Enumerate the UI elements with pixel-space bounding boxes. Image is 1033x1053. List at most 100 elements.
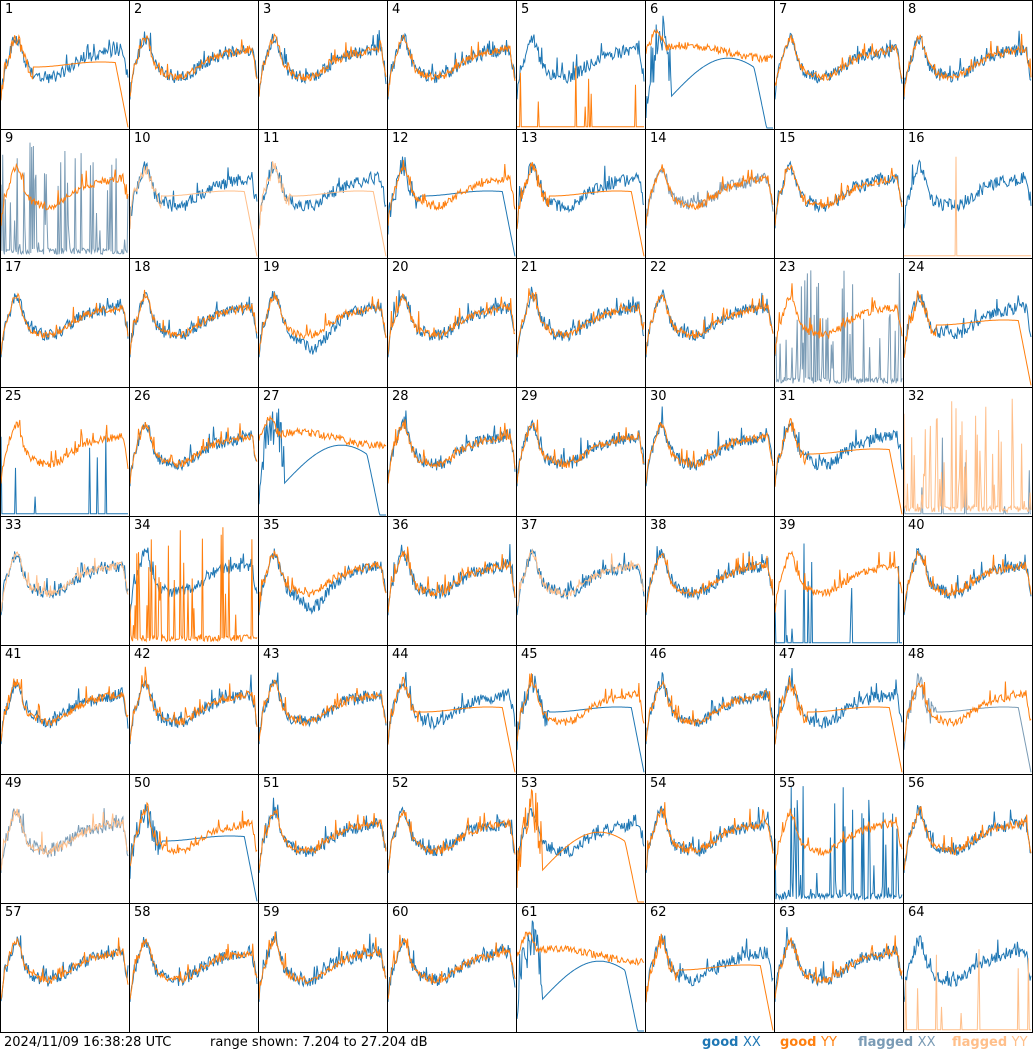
series-yy-53 — [517, 788, 644, 903]
spectrum-plot-58 — [130, 937, 258, 1002]
series-yy-63 — [775, 935, 903, 999]
panel-label: 22 — [650, 260, 667, 275]
spectrum-plot-6 — [646, 15, 774, 129]
series-xx-40 — [904, 547, 1032, 616]
spectrum-plot-4 — [388, 32, 516, 100]
spectrum-plot-50 — [130, 801, 258, 902]
spectrum-panel-37: 37 — [517, 517, 646, 646]
spectrum-plot-55 — [775, 786, 903, 902]
series-yy-3 — [259, 32, 387, 97]
spectrum-plot-24 — [904, 290, 1032, 386]
panel-label: 23 — [779, 260, 796, 275]
spectrum-plot-20 — [388, 290, 516, 358]
spectrum-panel-41: 41 — [1, 646, 130, 775]
spectrum-panel-28: 28 — [388, 388, 517, 517]
spectrum-panel-18: 18 — [130, 259, 259, 388]
spectrum-plot-64 — [904, 935, 1032, 1031]
spectrum-plot-2 — [130, 31, 258, 100]
series-yy-40 — [904, 550, 1032, 613]
panel-label: 14 — [650, 131, 667, 146]
spectrum-plot-17 — [1, 292, 129, 358]
spectrum-panel-64: 64 — [904, 904, 1033, 1033]
panel-label: 5 — [521, 2, 530, 17]
series-yy-51 — [259, 809, 387, 871]
spectrum-plot-15 — [775, 160, 903, 229]
spectrum-panel-50: 50 — [130, 775, 259, 904]
series-yy-62 — [646, 933, 774, 1031]
panel-label: 48 — [908, 647, 925, 662]
series-xx-44 — [388, 671, 516, 745]
spectrum-plot-8 — [904, 30, 1032, 100]
series-yy-2 — [130, 34, 258, 97]
spectrum-panel-48: 48 — [904, 646, 1033, 775]
series-yy-45 — [517, 673, 645, 742]
panel-label: 45 — [521, 647, 538, 662]
legend-good-xx-pol: XX — [743, 1035, 761, 1050]
legend-good-yy: good YY — [780, 1033, 837, 1053]
spectrum-panel-60: 60 — [388, 904, 517, 1033]
spectrum-panel-45: 45 — [517, 646, 646, 775]
spectrum-panel-42: 42 — [130, 646, 259, 775]
series-xx-45 — [517, 674, 645, 773]
legend-good-yy-prefix: good — [780, 1035, 821, 1050]
series-yy-38 — [646, 552, 774, 613]
spectrum-panel-52: 52 — [388, 775, 517, 904]
spectrum-panel-57: 57 — [1, 904, 130, 1033]
panel-label: 16 — [908, 131, 925, 146]
series-yy-39 — [775, 550, 903, 613]
spectrum-panel-5: 5 — [517, 1, 646, 130]
spectrum-panel-16: 16 — [904, 130, 1033, 259]
series-yy-31 — [775, 417, 903, 515]
panel-label: 27 — [263, 389, 280, 404]
spectrum-plot-46 — [646, 672, 774, 745]
spectrum-panel-11: 11 — [259, 130, 388, 259]
series-xx-33 — [1, 551, 129, 616]
series-yy-35 — [259, 550, 387, 613]
spectrum-plot-7 — [775, 32, 903, 100]
legend-flagged-yy-pol: YY — [1011, 1035, 1028, 1050]
series-xx-51 — [259, 797, 387, 874]
series-yy-46 — [646, 679, 774, 742]
spectrum-plot-35 — [259, 548, 387, 616]
series-yy-28 — [388, 419, 516, 484]
panel-label: 50 — [134, 776, 151, 791]
spectrum-panel-7: 7 — [775, 1, 904, 130]
spectrum-panel-15: 15 — [775, 130, 904, 259]
legend-good-xx: good XX — [702, 1033, 761, 1053]
spectrum-panel-35: 35 — [259, 517, 388, 646]
spectrum-plot-38 — [646, 546, 774, 616]
panel-label: 34 — [134, 518, 151, 533]
spectrum-panel-61: 61 — [517, 904, 646, 1033]
panel-label: 24 — [908, 260, 925, 275]
series-yy-29 — [517, 419, 645, 484]
series-yy-23 — [775, 283, 903, 355]
series-xx-5 — [517, 34, 645, 100]
panel-label: 17 — [5, 260, 22, 275]
spectrum-panel-59: 59 — [259, 904, 388, 1033]
series-yy-4 — [388, 34, 516, 97]
spectrum-panel-20: 20 — [388, 259, 517, 388]
series-xx-63 — [775, 927, 903, 1002]
spectrum-panel-49: 49 — [1, 775, 130, 904]
series-xx-15 — [775, 160, 903, 229]
series-xx-10 — [130, 161, 258, 229]
panel-label: 31 — [779, 389, 796, 404]
series-yy-32 — [904, 398, 1032, 514]
spectrum-panel-43: 43 — [259, 646, 388, 775]
series-yy-57 — [1, 937, 129, 1000]
series-xx-37 — [517, 548, 645, 616]
spectrum-plot-36 — [388, 544, 516, 616]
series-xx-61 — [517, 920, 644, 1032]
panel-label: 3 — [263, 2, 272, 17]
spectrum-plot-44 — [388, 671, 516, 773]
spectrum-plot-56 — [904, 805, 1032, 874]
series-yy-34 — [130, 527, 258, 643]
spectrum-plot-26 — [130, 422, 258, 487]
spectrum-panel-54: 54 — [646, 775, 775, 904]
series-yy-61 — [517, 931, 645, 967]
panel-label: 15 — [779, 131, 796, 146]
panel-label: 30 — [650, 389, 667, 404]
spectrum-panel-39: 39 — [775, 517, 904, 646]
spectrum-panel-44: 44 — [388, 646, 517, 775]
spectrum-plot-34 — [130, 527, 258, 643]
